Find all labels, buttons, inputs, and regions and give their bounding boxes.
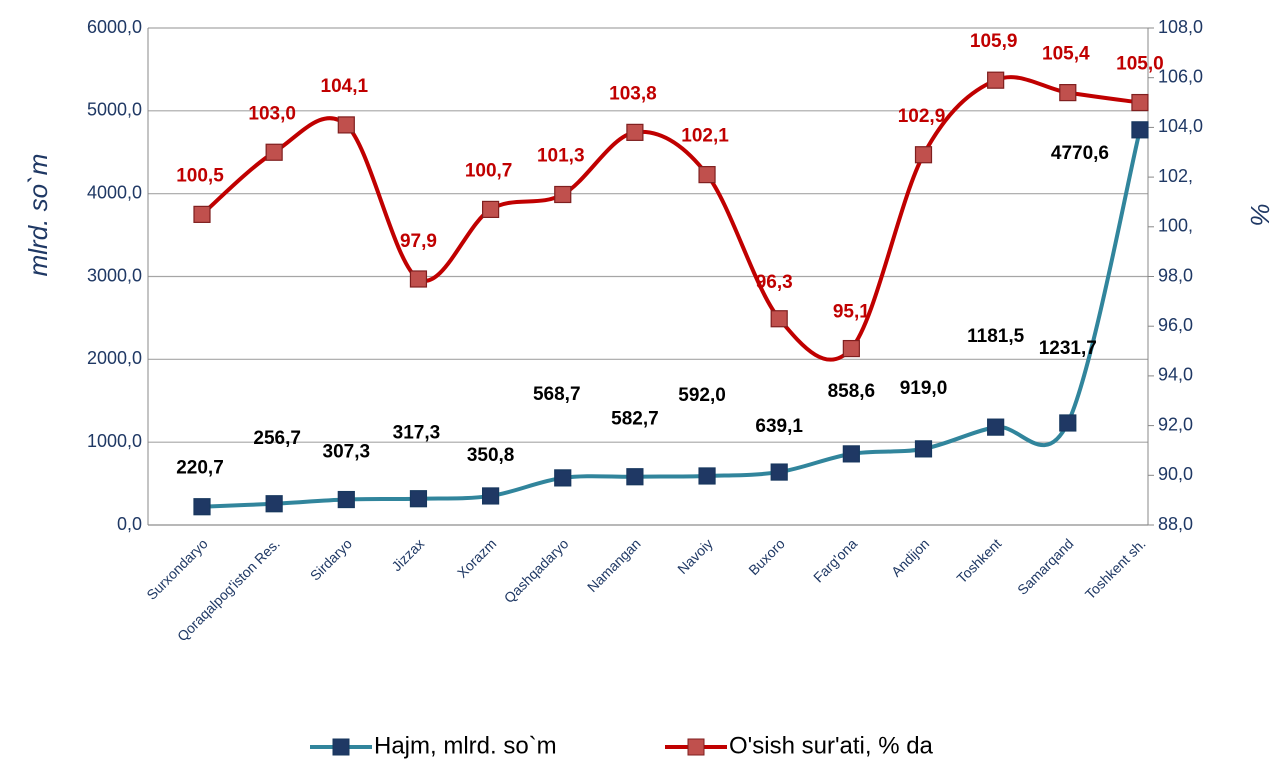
data-label: 105,0: [1116, 54, 1164, 75]
marker: [626, 123, 644, 141]
marker: [1131, 121, 1149, 139]
x-tick-label: Navoiy: [674, 535, 716, 577]
y2-tick-label: 90,0: [1158, 464, 1193, 484]
data-label: 582,7: [611, 409, 659, 430]
y2-tick-label: 98,0: [1158, 265, 1193, 285]
marker: [1059, 414, 1077, 432]
legend-marker: [687, 738, 705, 756]
data-label: 568,7: [533, 384, 581, 405]
legend-label: O'sish sur'ati, % da: [729, 732, 934, 759]
marker: [770, 310, 788, 328]
series-line: [200, 75, 1141, 362]
marker: [482, 487, 500, 505]
data-label: 592,0: [678, 385, 726, 406]
marker: [337, 116, 355, 134]
y-tick-label: 1000,0: [87, 431, 142, 451]
x-tick-label: Buxoro: [745, 535, 788, 578]
y-tick-label: 2000,0: [87, 348, 142, 368]
data-label: 95,1: [833, 302, 870, 323]
x-tick-label: Jizzax: [388, 535, 427, 574]
x-tick-label: Namangan: [584, 535, 644, 595]
data-label: 919,0: [900, 378, 948, 399]
y2-tick-label: 100,: [1158, 216, 1193, 236]
y-tick-label: 0,0: [117, 514, 142, 534]
marker: [193, 205, 211, 223]
data-label: 103,8: [609, 83, 657, 104]
x-tick-label: Toshkent: [953, 535, 1004, 586]
x-tick-label: Farg'ona: [810, 535, 860, 585]
data-label: 105,4: [1042, 44, 1090, 65]
y2-tick-label: 102,: [1158, 166, 1193, 186]
data-label: 101,3: [537, 146, 585, 167]
data-label: 858,6: [828, 381, 876, 402]
marker: [698, 166, 716, 184]
y2-tick-label: 88,0: [1158, 514, 1193, 534]
data-label: 104,1: [321, 76, 369, 97]
y-tick-label: 6000,0: [87, 17, 142, 37]
legend-item: O'sish sur'ati, % da: [665, 732, 934, 759]
y-tick-label: 4000,0: [87, 182, 142, 202]
marker: [842, 445, 860, 463]
y-tick-label: 5000,0: [87, 100, 142, 120]
y2-tick-label: 94,0: [1158, 365, 1193, 385]
marker: [770, 463, 788, 481]
marker: [842, 339, 860, 358]
data-label: 639,1: [755, 416, 803, 437]
marker: [409, 490, 428, 508]
x-tick-label: Andijon: [888, 535, 932, 579]
data-label: 103,0: [248, 103, 296, 124]
y2-tick-label: 108,0: [1158, 17, 1203, 37]
y2-tick-label: 92,0: [1158, 414, 1193, 434]
legend-marker: [332, 738, 350, 756]
data-label: 317,3: [393, 423, 441, 444]
x-tick-label: Toshkent sh.: [1082, 535, 1149, 602]
marker: [409, 270, 428, 288]
data-label: 256,7: [253, 428, 301, 449]
marker: [554, 469, 572, 487]
legend-item: Hajm, mlrd. so`m: [310, 732, 557, 759]
marker: [337, 490, 355, 509]
marker: [1131, 93, 1149, 112]
data-label: 4770,6: [1051, 143, 1109, 164]
marker: [265, 143, 283, 161]
data-label: 102,1: [681, 126, 729, 147]
y2-tick-label: 106,0: [1158, 66, 1203, 86]
y2-axis-title: %: [1245, 203, 1275, 226]
data-label: 1231,7: [1039, 338, 1097, 359]
data-label: 220,7: [176, 458, 224, 479]
y-tick-label: 3000,0: [87, 265, 142, 285]
data-label: 96,3: [756, 272, 793, 293]
marker: [698, 467, 716, 485]
marker: [987, 418, 1005, 436]
x-tick-label: Samarqand: [1014, 535, 1077, 598]
y2-tick-label: 104,0: [1158, 116, 1203, 136]
x-tick-label: Surxondaryo: [143, 535, 211, 603]
data-label: 307,3: [323, 442, 371, 463]
marker: [482, 200, 500, 219]
y2-tick-label: 96,0: [1158, 315, 1193, 335]
data-label: 105,9: [970, 31, 1018, 52]
marker: [193, 498, 211, 516]
marker: [914, 146, 933, 164]
data-label: 100,7: [465, 160, 513, 181]
x-tick-label: Sirdaryo: [307, 535, 355, 583]
x-tick-label: Qashqadaryo: [501, 535, 572, 606]
marker: [554, 185, 572, 204]
data-label: 350,8: [467, 445, 515, 466]
x-tick-label: Xorazm: [454, 535, 499, 580]
marker: [1059, 84, 1077, 102]
marker: [626, 468, 644, 486]
marker: [914, 440, 933, 458]
legend-label: Hajm, mlrd. so`m: [374, 732, 557, 759]
marker: [265, 495, 283, 513]
data-label: 97,9: [400, 231, 437, 252]
marker: [987, 71, 1005, 89]
y-axis-title: mlrd. so`m: [23, 154, 53, 277]
data-label: 102,9: [898, 106, 946, 127]
data-label: 1181,5: [967, 326, 1024, 347]
data-label: 100,5: [176, 165, 224, 186]
